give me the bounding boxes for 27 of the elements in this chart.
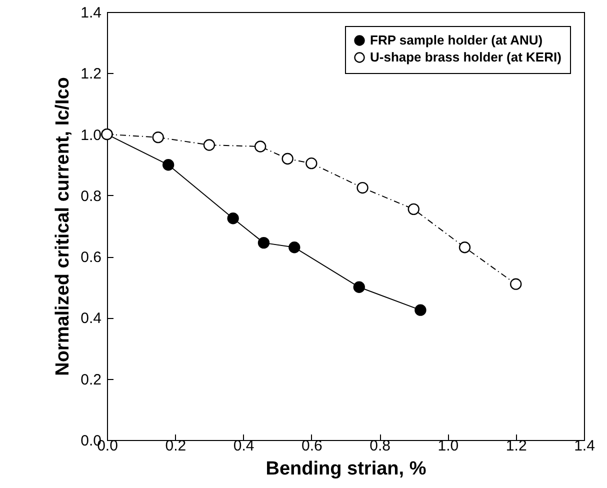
- x-tick-label: 1.4: [574, 438, 595, 454]
- legend-label: FRP sample holder (at ANU): [370, 32, 543, 48]
- point: [306, 157, 318, 170]
- y-tick-label: 1.0: [80, 126, 102, 144]
- y-tick-label: 0.2: [80, 371, 102, 388]
- point: [414, 304, 426, 316]
- point: [203, 139, 216, 151]
- x-axis-title: Bending strian, %: [266, 458, 426, 480]
- y-tick-label: 1.4: [80, 4, 102, 22]
- point: [510, 278, 522, 290]
- point: [353, 281, 365, 293]
- point: [254, 140, 266, 152]
- point: [162, 159, 174, 171]
- point: [408, 203, 420, 216]
- point: [288, 242, 300, 254]
- y-tick-label: 0.8: [80, 188, 102, 205]
- legend-label: U-shape brass holder (at KERI): [370, 50, 562, 64]
- y-tick-label: 0.4: [80, 310, 102, 328]
- point: [282, 152, 294, 165]
- point: [227, 212, 239, 224]
- y-tick-label: 0.6: [80, 249, 102, 266]
- point: [458, 242, 471, 254]
- point: [152, 132, 164, 144]
- y-tick-label: 1.2: [80, 66, 102, 83]
- point: [258, 236, 270, 249]
- y-axis-title: Normalized critical current, Ic/Ico: [52, 77, 74, 376]
- point: [356, 182, 368, 194]
